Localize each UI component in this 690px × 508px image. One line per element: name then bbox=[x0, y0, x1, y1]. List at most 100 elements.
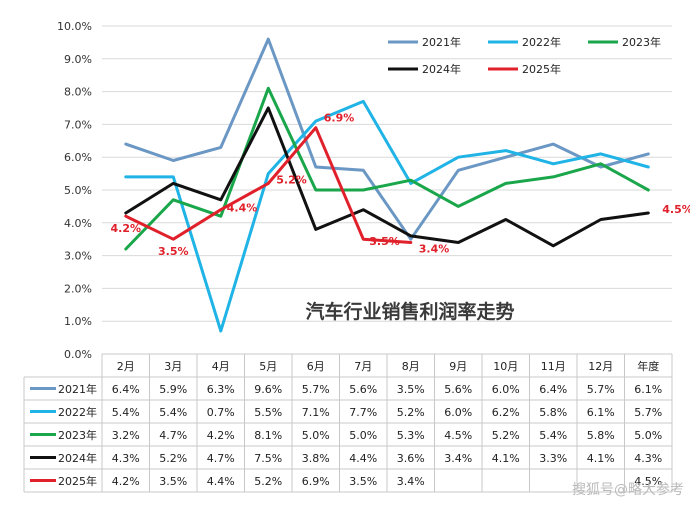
y-tick-label: 6.0% bbox=[64, 151, 92, 164]
table-cell: 6.3% bbox=[207, 383, 235, 396]
table-cell: 3.4% bbox=[397, 475, 425, 488]
x-tick-label: 5月 bbox=[259, 360, 277, 373]
y-tick-label: 4.0% bbox=[64, 217, 92, 230]
series-line-2021年 bbox=[124, 37, 650, 241]
table-cell: 6.0% bbox=[444, 406, 472, 419]
y-tick-label: 9.0% bbox=[64, 53, 92, 66]
x-tick-label: 4月 bbox=[212, 360, 230, 373]
table-cell: 4.7% bbox=[159, 429, 187, 442]
table-cell: 6.0% bbox=[492, 383, 520, 396]
y-tick-label: 10.0% bbox=[57, 20, 92, 33]
table-cell: 3.3% bbox=[539, 452, 567, 465]
row-key-label: 2022年 bbox=[58, 405, 97, 419]
y-tick-label: 7.0% bbox=[64, 118, 92, 131]
table-cell: 5.8% bbox=[587, 429, 615, 442]
data-label: 4.5% bbox=[662, 203, 690, 216]
table-cell: 5.2% bbox=[492, 429, 520, 442]
y-tick-label: 5.0% bbox=[64, 184, 92, 197]
series-lines bbox=[124, 37, 650, 333]
table-cell: 5.2% bbox=[254, 475, 282, 488]
table-cell: 8.1% bbox=[254, 429, 282, 442]
y-tick-label: 3.0% bbox=[64, 250, 92, 263]
data-label: 3.4% bbox=[419, 242, 450, 255]
table-cell: 7.5% bbox=[254, 452, 282, 465]
table-cell: 4.2% bbox=[112, 475, 140, 488]
table-cell: 7.7% bbox=[349, 406, 377, 419]
y-tick-label: 1.0% bbox=[64, 315, 92, 328]
data-label: 3.5% bbox=[369, 235, 400, 248]
table-cell: 5.4% bbox=[539, 429, 567, 442]
x-tick-label: 6月 bbox=[307, 360, 325, 373]
table-cell: 4.7% bbox=[207, 452, 235, 465]
series-line-2022年 bbox=[124, 99, 650, 333]
table-cell: 0.7% bbox=[207, 406, 235, 419]
table-cell: 5.0% bbox=[634, 429, 662, 442]
table-cell: 6.2% bbox=[492, 406, 520, 419]
y-tick-label: 2.0% bbox=[64, 282, 92, 295]
x-tick-label: 2月 bbox=[117, 360, 135, 373]
data-annotations: 4.2% 3.5% 4.4% 5.2% 6.9% 3.5% 3.4% 4.5% bbox=[110, 112, 690, 259]
x-tick-label: 12月 bbox=[588, 360, 613, 373]
legend-entry: 2023年 bbox=[622, 35, 661, 49]
x-tick-label: 8月 bbox=[402, 360, 420, 373]
y-axis-ticks: 0.0% 1.0% 2.0% 3.0% 4.0% 5.0% 6.0% 7.0% 8.0% 9.0%… bbox=[57, 20, 92, 361]
table-cell: 3.5% bbox=[159, 475, 187, 488]
x-tick-label: 9月 bbox=[449, 360, 467, 373]
table-cell: 5.6% bbox=[444, 383, 472, 396]
table-cell: 3.2% bbox=[112, 429, 140, 442]
legend-entry: 2025年 bbox=[522, 62, 561, 76]
table-cell: 3.4% bbox=[444, 452, 472, 465]
row-key-label: 2024年 bbox=[58, 451, 97, 465]
table-cell: 5.4% bbox=[159, 406, 187, 419]
table-cell: 4.2% bbox=[207, 429, 235, 442]
table-cell: 6.4% bbox=[539, 383, 567, 396]
row-key-label: 2025年 bbox=[58, 474, 97, 488]
table-cell: 5.0% bbox=[349, 429, 377, 442]
table-cell: 5.7% bbox=[587, 383, 615, 396]
table-cell: 5.9% bbox=[159, 383, 187, 396]
row-key-label: 2023年 bbox=[58, 428, 97, 442]
table-cell: 3.8% bbox=[302, 452, 330, 465]
x-tick-label: 年度 bbox=[637, 359, 659, 373]
table-cell: 3.6% bbox=[397, 452, 425, 465]
table-cell: 5.5% bbox=[254, 406, 282, 419]
table-cell: 5.7% bbox=[302, 383, 330, 396]
x-tick-label: 7月 bbox=[354, 360, 372, 373]
series-line-2025年 bbox=[124, 126, 413, 244]
table-cell: 5.6% bbox=[349, 383, 377, 396]
data-table: 2月 3月 4月 5月 6月 7月 8月 9月 10月 11月 12月 年度 2021年 6.4% 5.9%… bbox=[23, 353, 673, 493]
table-cell: 5.2% bbox=[397, 406, 425, 419]
table-cell: 3.5% bbox=[397, 383, 425, 396]
watermark: 搜狐号@略大参考 bbox=[572, 481, 684, 498]
x-tick-label: 11月 bbox=[541, 360, 566, 373]
row-key-label: 2021年 bbox=[58, 382, 97, 396]
table-cell: 4.5% bbox=[444, 429, 472, 442]
table-cell: 5.7% bbox=[634, 406, 662, 419]
table-cell: 9.6% bbox=[254, 383, 282, 396]
x-tick-label: 3月 bbox=[164, 360, 182, 373]
table-cell: 3.5% bbox=[349, 475, 377, 488]
legend-entry: 2021年 bbox=[422, 35, 461, 49]
table-cell: 5.0% bbox=[302, 429, 330, 442]
table-cell: 5.2% bbox=[159, 452, 187, 465]
table-cell: 4.1% bbox=[492, 452, 520, 465]
data-label: 3.5% bbox=[158, 245, 189, 258]
series-line-2024年 bbox=[124, 106, 650, 248]
table-cell: 4.1% bbox=[587, 452, 615, 465]
table-cell: 6.9% bbox=[302, 475, 330, 488]
table-cell: 6.1% bbox=[587, 406, 615, 419]
table-cell: 6.1% bbox=[634, 383, 662, 396]
table-cell: 5.3% bbox=[397, 429, 425, 442]
table-cell: 4.4% bbox=[349, 452, 377, 465]
x-tick-label: 10月 bbox=[493, 360, 518, 373]
legend-entry: 2022年 bbox=[522, 35, 561, 49]
y-tick-label: 8.0% bbox=[64, 86, 92, 99]
table-cell: 5.8% bbox=[539, 406, 567, 419]
chart-title: 汽车行业销售利润率走势 bbox=[305, 300, 514, 323]
data-label: 4.2% bbox=[110, 222, 141, 235]
table-cell: 4.3% bbox=[634, 452, 662, 465]
table-cell: 7.1% bbox=[302, 406, 330, 419]
data-label: 6.9% bbox=[324, 112, 355, 125]
table-cell: 4.4% bbox=[207, 475, 235, 488]
